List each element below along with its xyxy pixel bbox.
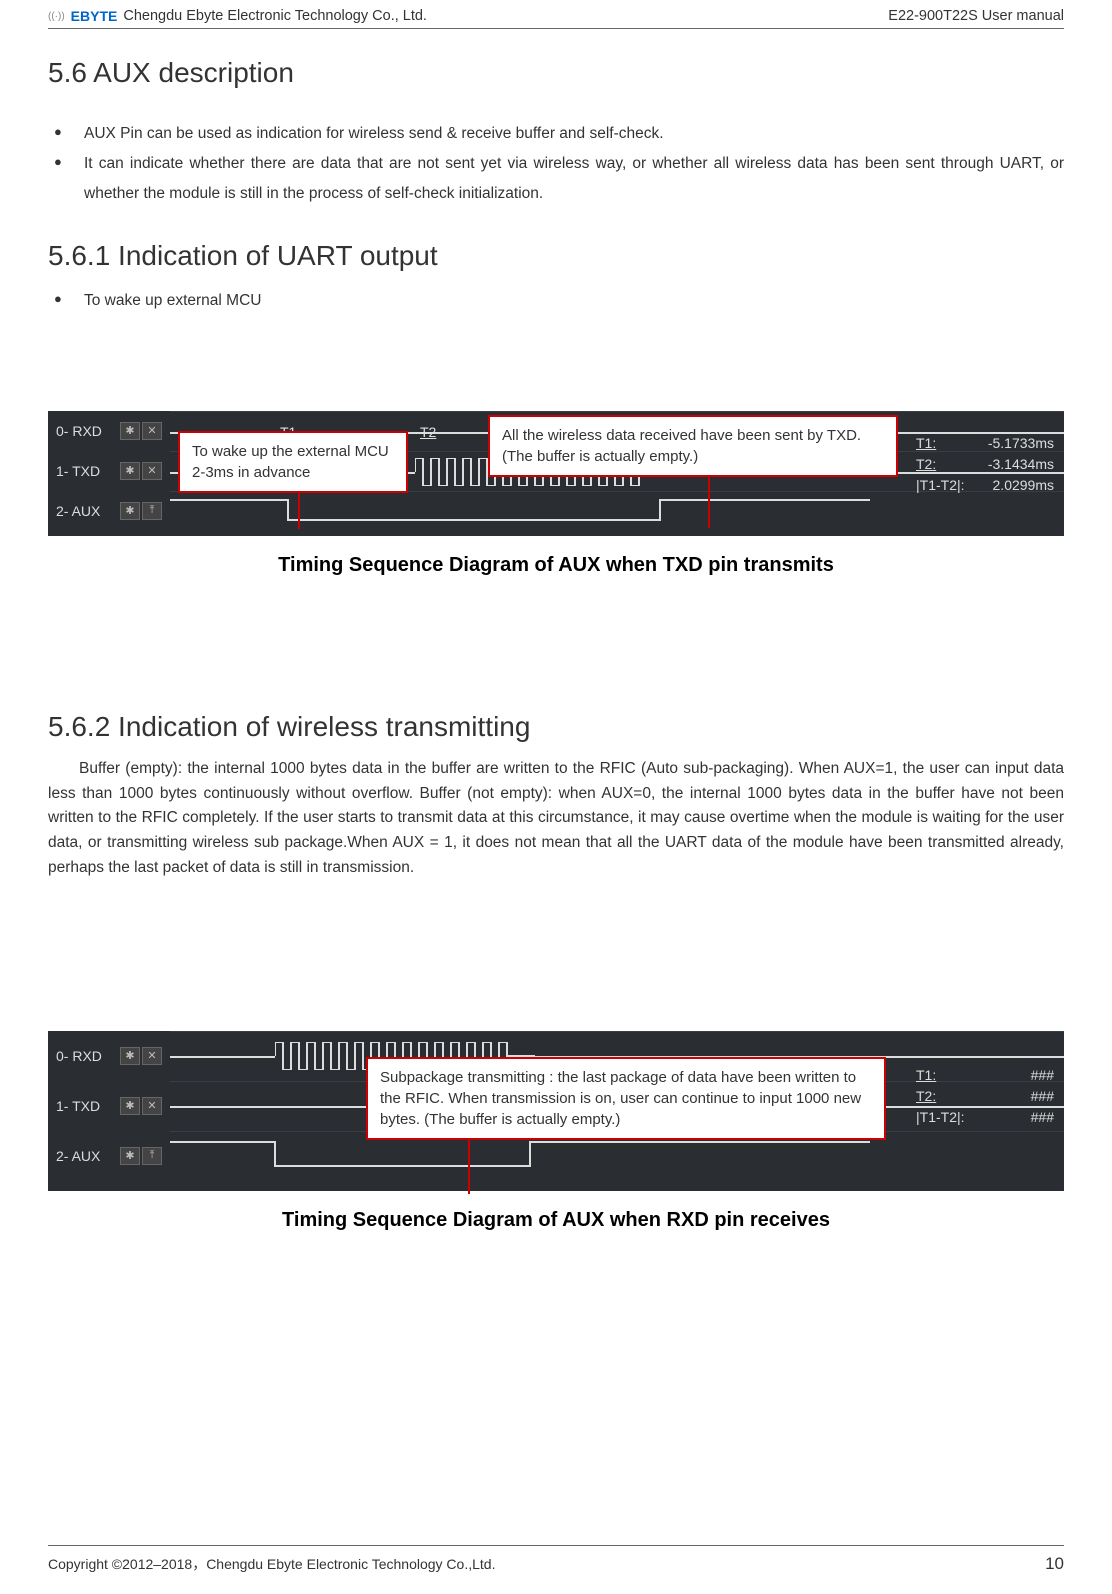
signal-label: 1- TXD: [56, 463, 112, 479]
scope-icons: ✱ ✕: [120, 462, 162, 480]
gear-icon: ✱: [120, 422, 140, 440]
gear-icon: ✱: [120, 502, 140, 520]
t2-val: -3.1434ms: [972, 454, 1054, 475]
diagram-1-caption: Timing Sequence Diagram of AUX when TXD …: [48, 554, 1064, 577]
bullet-item: To wake up external MCU: [54, 286, 1064, 316]
x-icon: ✕: [142, 462, 162, 480]
x-icon: ✕: [142, 1047, 162, 1065]
header-left: ((·)) EEBYTEBYTE Chengdu Ebyte Electroni…: [48, 8, 427, 24]
td-key: |T1-T2|:: [916, 475, 972, 496]
td-key: |T1-T2|:: [916, 1107, 972, 1128]
page-footer: Copyright ©2012–2018，Chengdu Ebyte Elect…: [48, 1545, 1064, 1574]
signal-area: [170, 491, 1064, 531]
signal-label: 1- TXD: [56, 1098, 112, 1114]
company-name: Chengdu Ebyte Electronic Technology Co.,…: [123, 8, 427, 24]
scope-icons: ✱ ✕: [120, 422, 162, 440]
td-val: 2.0299ms: [972, 475, 1054, 496]
callout-main: Subpackage transmitting : the last packa…: [366, 1057, 886, 1140]
edge-icon: ⤒: [142, 502, 162, 520]
gear-icon: ✱: [120, 462, 140, 480]
page-number: 10: [1045, 1554, 1064, 1574]
t2-marker: T2: [420, 424, 436, 440]
page-header: ((·)) EEBYTEBYTE Chengdu Ebyte Electroni…: [48, 8, 1064, 29]
callout-right: All the wireless data received have been…: [488, 415, 898, 477]
td-val: ###: [972, 1107, 1054, 1128]
gear-icon: ✱: [120, 1097, 140, 1115]
heading-5-6: 5.6 AUX description: [48, 57, 1064, 89]
t1-val: -5.1733ms: [972, 433, 1054, 454]
body-5-6-2: Buffer (empty): the internal 1000 bytes …: [48, 757, 1064, 881]
edge-icon: ⤒: [142, 1147, 162, 1165]
heading-5-6-1: 5.6.1 Indication of UART output: [48, 240, 1064, 272]
callout-line: [298, 489, 300, 529]
logo-text: EEBYTEBYTE: [71, 8, 118, 24]
x-icon: ✕: [142, 1097, 162, 1115]
bullets-5-6: AUX Pin can be used as indication for wi…: [48, 119, 1064, 210]
signal-label: 0- RXD: [56, 1048, 112, 1064]
timing-readout: T1:### T2:### |T1-T2|:###: [916, 1065, 1054, 1128]
x-icon: ✕: [142, 422, 162, 440]
gear-icon: ✱: [120, 1047, 140, 1065]
t1-key: T1:: [916, 1065, 972, 1086]
heading-5-6-2: 5.6.2 Indication of wireless transmittin…: [48, 711, 1064, 743]
callout-line: [708, 473, 710, 528]
t1-val: ###: [972, 1065, 1054, 1086]
timing-readout: T1:-5.1733ms T2:-3.1434ms |T1-T2|:2.0299…: [916, 433, 1054, 496]
diagram-2-caption: Timing Sequence Diagram of AUX when RXD …: [48, 1209, 1064, 1232]
logo-icon: ((·)): [48, 11, 65, 22]
bullets-5-6-1: To wake up external MCU: [48, 286, 1064, 316]
bullet-item: AUX Pin can be used as indication for wi…: [54, 119, 1064, 149]
doc-title: E22-900T22S User manual: [888, 8, 1064, 24]
signal-label: 2- AUX: [56, 503, 112, 519]
t2-key: T2:: [916, 454, 972, 475]
signal-label: 2- AUX: [56, 1148, 112, 1164]
t2-val: ###: [972, 1086, 1054, 1107]
signal-line: [170, 1056, 275, 1058]
aux-step-svg: [170, 492, 870, 532]
signal-label: 0- RXD: [56, 423, 112, 439]
diagram-1: To wake up the external MCU 2-3ms in adv…: [48, 411, 1064, 681]
bullet-item: It can indicate whether there are data t…: [54, 149, 1064, 209]
t2-key: T2:: [916, 1086, 972, 1107]
diagram-2: Subpackage transmitting : the last packa…: [48, 1031, 1064, 1411]
callout-left: To wake up the external MCU 2-3ms in adv…: [178, 431, 408, 493]
scope-icons: ✱ ✕: [120, 1097, 162, 1115]
t1-key: T1:: [916, 433, 972, 454]
scope-row-aux: 2- AUX ✱ ⤒: [48, 491, 1064, 531]
callout-line: [468, 1139, 470, 1194]
copyright-text: Copyright ©2012–2018，Chengdu Ebyte Elect…: [48, 1554, 495, 1574]
scope-icons: ✱ ⤒: [120, 502, 162, 520]
scope-icons: ✱ ✕: [120, 1047, 162, 1065]
gear-icon: ✱: [120, 1147, 140, 1165]
scope-icons: ✱ ⤒: [120, 1147, 162, 1165]
